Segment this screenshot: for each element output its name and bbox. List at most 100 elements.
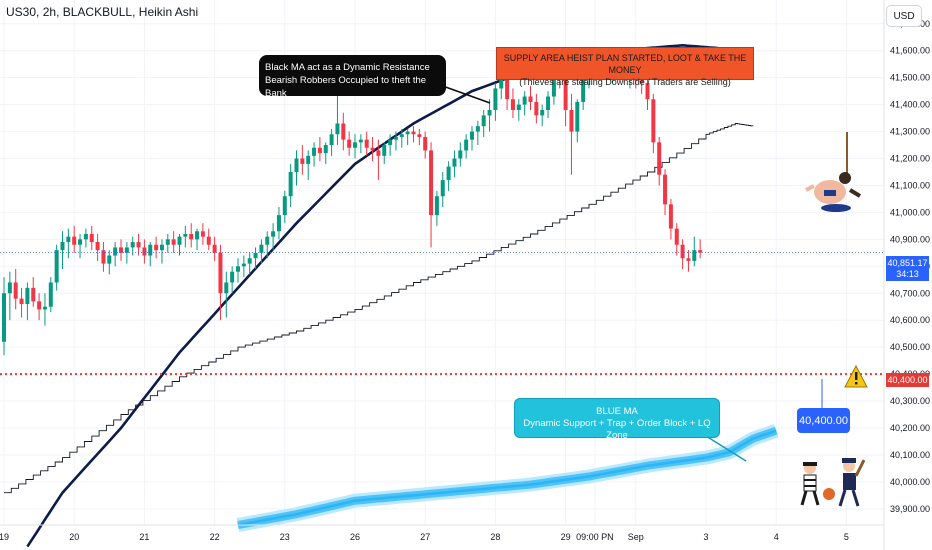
x-tick-label: 28 xyxy=(490,532,500,542)
y-tick-label: 40,600.00 xyxy=(890,315,930,325)
candle-body xyxy=(165,239,170,245)
candle xyxy=(189,223,194,248)
candle xyxy=(364,131,369,156)
candle-body xyxy=(692,250,697,261)
y-tick-label: 40,300.00 xyxy=(890,396,930,406)
candle-body xyxy=(534,101,539,116)
candle xyxy=(429,142,434,248)
y-tick-label: 41,100.00 xyxy=(890,180,930,190)
blue-ma-band xyxy=(237,426,778,529)
candle-body xyxy=(423,136,428,151)
candle xyxy=(13,269,18,310)
candle-body xyxy=(399,134,404,137)
y-tick-label: 40,100.00 xyxy=(890,450,930,460)
candle-body xyxy=(698,250,703,253)
candle-body xyxy=(282,196,287,216)
candle xyxy=(657,136,662,186)
current-price-tag: 40,851.17 34:13 xyxy=(886,256,929,281)
candle-body xyxy=(19,298,24,305)
candle-body xyxy=(300,158,305,164)
price-callout[interactable]: 40,400.00 xyxy=(797,408,850,433)
candle-body xyxy=(224,282,229,294)
candle xyxy=(224,271,229,318)
y-tick-label: 41,300.00 xyxy=(890,127,930,137)
candle xyxy=(341,112,346,151)
candle-body xyxy=(142,247,147,256)
candle xyxy=(288,163,293,208)
candle xyxy=(440,171,445,208)
candle-body xyxy=(335,123,340,135)
black-note-pointer xyxy=(439,84,491,104)
candle xyxy=(329,128,334,156)
candle xyxy=(294,150,299,186)
black-note-line2: Bearish Robbers Occupied to theft the Ba… xyxy=(265,75,427,99)
candle xyxy=(698,239,703,259)
candle-body xyxy=(651,99,656,143)
candle-body xyxy=(505,66,510,100)
candle xyxy=(54,244,59,291)
candle-body xyxy=(329,134,334,146)
candle xyxy=(42,293,47,326)
moving-average-layer xyxy=(4,43,779,548)
candle xyxy=(236,258,240,283)
candle xyxy=(458,142,463,167)
candle-body xyxy=(364,139,369,148)
chart-style-label: Heikin Ashi xyxy=(138,5,199,19)
broker-label: BLACKBULL xyxy=(62,5,133,19)
candle-body xyxy=(212,244,217,253)
candle-body xyxy=(148,244,153,256)
candle-body xyxy=(195,231,200,240)
candle xyxy=(335,91,340,146)
hanging-robber-sticker xyxy=(805,132,862,212)
candle-body xyxy=(493,88,498,111)
x-tick-label: 3 xyxy=(703,532,708,542)
candle xyxy=(271,223,276,251)
level-price-tag: 40,400.00 xyxy=(886,373,929,387)
candle-body xyxy=(154,244,159,251)
y-tick-label: 40,000.00 xyxy=(890,477,930,487)
candle xyxy=(323,142,328,164)
candle-body xyxy=(265,236,270,245)
currency-button[interactable]: USD xyxy=(886,5,922,27)
candle-body xyxy=(429,150,434,216)
candle-body xyxy=(101,250,106,264)
candle xyxy=(475,120,480,146)
candle-body xyxy=(347,139,352,148)
candle-body xyxy=(60,242,65,251)
black-ma-line xyxy=(26,43,754,548)
candle xyxy=(177,233,182,256)
candle xyxy=(651,93,656,154)
candle-body xyxy=(540,110,545,116)
candle xyxy=(48,277,53,313)
candle-body xyxy=(546,96,551,111)
candle xyxy=(446,161,451,191)
candle xyxy=(7,271,12,321)
candle-body xyxy=(487,110,492,116)
candle xyxy=(575,99,580,143)
candle-body xyxy=(294,158,299,172)
candle xyxy=(353,134,357,159)
candle-body xyxy=(522,96,527,105)
candle xyxy=(136,233,141,256)
candle-body xyxy=(2,293,6,342)
candle-body xyxy=(183,233,188,237)
candle xyxy=(195,228,200,251)
candle-body xyxy=(510,99,515,111)
candle-body xyxy=(680,244,685,259)
candle-body xyxy=(405,131,410,135)
candle-body xyxy=(89,233,94,243)
candle-body xyxy=(353,142,357,148)
candle xyxy=(423,131,428,159)
y-tick-label: 41,000.00 xyxy=(890,207,930,217)
candle xyxy=(663,169,668,216)
chart-title: US30, 2h, BLACKBULL, Heikin Ashi xyxy=(6,5,199,19)
candle xyxy=(212,236,217,261)
candle-body xyxy=(276,215,281,232)
candle xyxy=(37,293,42,321)
candle-body xyxy=(668,204,673,229)
cyan-note-line2: Dynamic Support + Trap + Order Block + L… xyxy=(523,418,711,441)
candle-body xyxy=(25,287,30,305)
candle-body xyxy=(54,250,59,283)
